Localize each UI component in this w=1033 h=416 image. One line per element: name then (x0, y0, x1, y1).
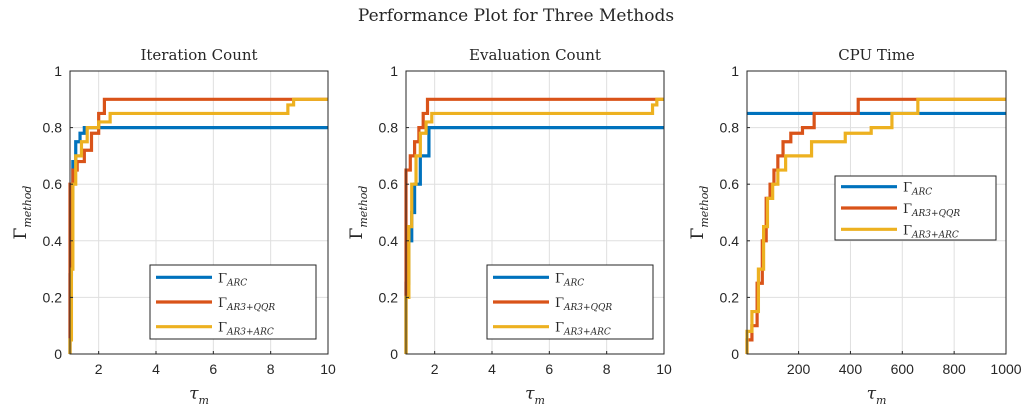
figure-title: Performance Plot for Three Methods (358, 6, 674, 26)
legend-label-2: ΓAR3+QQR (218, 296, 275, 313)
y-tick-label: 0.6 (720, 176, 740, 192)
panel-title: CPU Time (838, 46, 915, 64)
panel-2: 2 4 6 8 10 0 0.2 0.4 0.6 0.8 1 Evaluation Count τm Γm… (347, 46, 672, 407)
y-axis-label: Γmethod (347, 186, 370, 240)
x-tick-label: 4 (152, 361, 160, 377)
y-tick-label: 0.8 (43, 120, 63, 136)
series-line-2 (68, 97, 328, 354)
x-tick-label: 1000 (990, 361, 1021, 377)
y-tick-label: 0.2 (379, 289, 399, 305)
legend-label-3: ΓAR3+ARC (555, 321, 611, 338)
legend: ΓARC ΓAR3+QQR ΓAR3+ARC (486, 264, 654, 340)
y-tick-label: 0.6 (43, 176, 63, 192)
legend-label-1: ΓARC (555, 271, 584, 288)
legend-label-3: ΓAR3+ARC (903, 223, 959, 240)
panel-title: Iteration Count (140, 46, 257, 64)
y-tick-label: 0.4 (720, 233, 740, 249)
legend: ΓARC ΓAR3+QQR ΓAR3+ARC (149, 264, 317, 340)
legend-label-1: ΓARC (218, 271, 247, 288)
x-tick-label: 200 (787, 361, 811, 377)
x-axis-label: τm (867, 384, 887, 407)
y-tick-label: 0 (390, 346, 398, 362)
legend-label-3: ΓAR3+ARC (218, 321, 274, 338)
y-tick-label: 1 (54, 63, 62, 79)
y-tick-label: 0.8 (720, 120, 740, 136)
x-axis-label: τm (525, 384, 545, 407)
series-line-3 (404, 97, 664, 354)
series-line-3 (68, 97, 328, 354)
y-axis-label: Γmethod (11, 186, 34, 240)
x-tick-label: 8 (603, 361, 611, 377)
series-line-3 (745, 97, 1006, 354)
x-tick-label: 800 (942, 361, 966, 377)
legend-label-2: ΓAR3+QQR (903, 202, 960, 219)
x-tick-label: 2 (431, 361, 439, 377)
x-tick-label: 4 (488, 361, 496, 377)
x-tick-label: 600 (891, 361, 915, 377)
x-tick-label: 8 (267, 361, 275, 377)
y-tick-label: 0.6 (379, 176, 399, 192)
panel-3: 200 400 600 800 1000 0 0.2 0.4 0.6 0.8 1 CPU Time τm… (688, 46, 1022, 407)
x-tick-label: 2 (95, 361, 103, 377)
y-tick-label: 0.4 (379, 233, 399, 249)
x-tick-label: 6 (209, 361, 217, 377)
legend-label-1: ΓARC (903, 181, 932, 198)
y-axis-label: Γmethod (688, 186, 711, 240)
y-tick-label: 0 (54, 346, 62, 362)
x-tick-label: 10 (320, 361, 336, 377)
y-tick-label: 0 (731, 346, 739, 362)
y-tick-label: 0.2 (43, 289, 63, 305)
x-axis-label: τm (189, 384, 209, 407)
y-tick-label: 0.8 (379, 120, 399, 136)
legend-label-2: ΓAR3+QQR (555, 296, 612, 313)
x-tick-label: 10 (656, 361, 672, 377)
panel-title: Evaluation Count (469, 46, 601, 64)
x-tick-label: 6 (545, 361, 553, 377)
axes-box (746, 70, 1007, 355)
y-tick-label: 0.2 (720, 289, 740, 305)
legend: ΓARC ΓAR3+QQR ΓAR3+ARC (834, 175, 997, 241)
x-tick-label: 400 (839, 361, 863, 377)
panel-1: 2 4 6 8 10 0 0.2 0.4 0.6 0.8 1 Iteration Count τm Γme… (11, 46, 336, 407)
y-tick-label: 1 (731, 63, 739, 79)
axes-box (405, 70, 665, 355)
y-tick-label: 1 (390, 63, 398, 79)
axes-box (69, 70, 329, 355)
y-tick-label: 0.4 (43, 233, 63, 249)
